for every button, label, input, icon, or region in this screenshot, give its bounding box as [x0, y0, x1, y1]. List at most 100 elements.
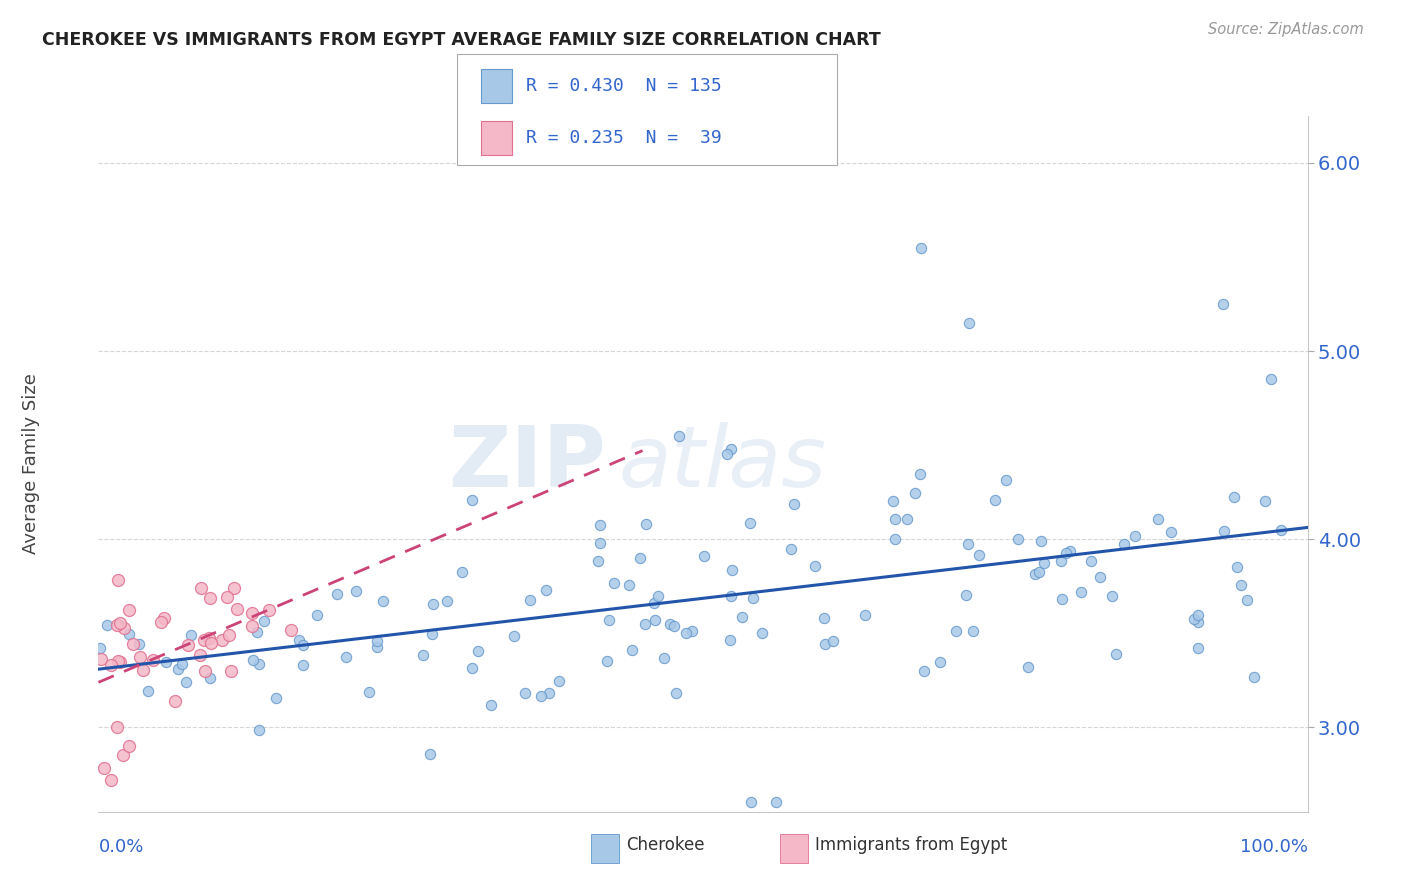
Point	[658, 617, 681, 632]
Point	[89, 640, 111, 655]
Point	[628, 551, 651, 566]
Text: CHEROKEE VS IMMIGRANTS FROM EGYPT AVERAGE FAMILY SIZE CORRELATION CHART: CHEROKEE VS IMMIGRANTS FROM EGYPT AVERAG…	[42, 31, 882, 49]
Point	[165, 693, 187, 707]
Point	[420, 627, 443, 641]
Point	[910, 241, 932, 255]
Point	[855, 607, 877, 622]
Point	[142, 652, 165, 666]
Point	[765, 795, 787, 809]
Point	[1031, 533, 1053, 548]
Point	[346, 583, 368, 598]
Point	[1054, 546, 1077, 560]
Point	[366, 640, 388, 654]
Point	[436, 594, 458, 608]
Point	[804, 559, 827, 574]
Point	[1007, 532, 1029, 546]
Point	[1123, 529, 1146, 543]
Point	[467, 643, 489, 657]
Point	[515, 685, 537, 699]
Point	[634, 617, 657, 632]
Point	[190, 581, 212, 595]
Point	[681, 624, 703, 638]
Text: 0.0%: 0.0%	[98, 838, 143, 856]
Point	[128, 650, 150, 665]
Point	[193, 633, 215, 648]
Point	[634, 516, 657, 531]
Point	[1236, 592, 1258, 607]
Point	[240, 607, 263, 621]
Point	[105, 720, 128, 734]
Point	[782, 497, 804, 511]
Point	[198, 671, 221, 685]
Point	[1260, 372, 1282, 386]
Point	[112, 621, 135, 635]
Point	[118, 603, 141, 617]
Point	[823, 634, 845, 648]
Text: Immigrants from Egypt: Immigrants from Egypt	[815, 836, 1008, 854]
Point	[1105, 647, 1128, 661]
Text: Source: ZipAtlas.com: Source: ZipAtlas.com	[1208, 22, 1364, 37]
Point	[1226, 559, 1249, 574]
Point	[720, 589, 742, 603]
Point	[1184, 612, 1206, 626]
Point	[742, 591, 765, 606]
Point	[359, 685, 381, 699]
Point	[1050, 554, 1073, 568]
Point	[675, 626, 697, 640]
Point	[662, 619, 685, 633]
Point	[450, 565, 472, 579]
Point	[242, 653, 264, 667]
Point	[665, 686, 688, 700]
Point	[253, 615, 276, 629]
Point	[617, 578, 640, 592]
Point	[595, 655, 617, 669]
Point	[536, 583, 558, 598]
Point	[1033, 556, 1056, 570]
Point	[530, 689, 553, 703]
Point	[461, 661, 484, 675]
Point	[1059, 544, 1081, 558]
Point	[1088, 569, 1111, 583]
Point	[718, 632, 741, 647]
Point	[1017, 660, 1039, 674]
Point	[132, 663, 155, 677]
Point	[247, 723, 270, 738]
Point	[1187, 608, 1209, 623]
Text: R = 0.430  N = 135: R = 0.430 N = 135	[526, 77, 721, 95]
Text: ZIP: ZIP	[449, 422, 606, 506]
Point	[266, 690, 288, 705]
Point	[1243, 670, 1265, 684]
Point	[180, 628, 202, 642]
Point	[291, 658, 314, 673]
Point	[128, 637, 150, 651]
Point	[149, 615, 172, 630]
Point	[647, 590, 669, 604]
Point	[200, 636, 222, 650]
Text: R = 0.235  N =  39: R = 0.235 N = 39	[526, 129, 721, 147]
Point	[326, 587, 349, 601]
Point	[1080, 553, 1102, 567]
Point	[422, 598, 444, 612]
Point	[994, 473, 1017, 487]
Point	[896, 511, 918, 525]
Point	[908, 467, 931, 481]
Point	[537, 686, 560, 700]
Point	[305, 607, 328, 622]
Point	[224, 581, 246, 595]
Point	[371, 594, 394, 608]
Point	[1212, 297, 1234, 311]
Point	[90, 651, 112, 665]
Point	[962, 624, 984, 638]
Point	[249, 657, 271, 671]
Point	[983, 493, 1005, 508]
Point	[738, 516, 761, 531]
Point	[218, 628, 240, 642]
Point	[219, 665, 242, 679]
Point	[644, 613, 666, 627]
Point	[945, 624, 967, 638]
Point	[107, 654, 129, 668]
Point	[215, 590, 238, 604]
Point	[1101, 589, 1123, 603]
Point	[813, 611, 835, 625]
Point	[172, 657, 194, 672]
